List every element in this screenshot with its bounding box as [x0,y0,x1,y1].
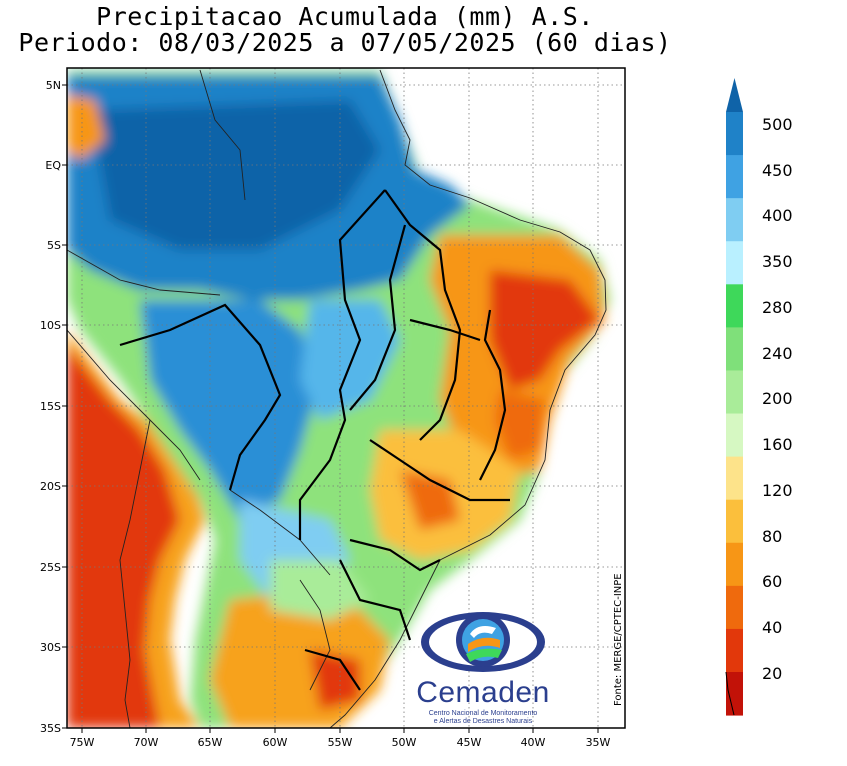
precipitation-field [67,68,625,728]
colorbar-swatch [726,585,743,630]
eye-icon [421,612,545,672]
colorbar-label: 350 [762,252,793,271]
colorbar-swatch [726,628,743,673]
lon-label: 70W [134,736,159,749]
lat-label: 25S [40,561,61,574]
colorbar-swatch [726,155,743,199]
colorbar-label: 240 [762,344,793,363]
lon-label: 60W [263,736,288,749]
colorbar-label: 80 [762,527,783,546]
logo-subtitle: Centro Nacional de Monitoramento e Alert… [428,710,538,725]
colorbar-label: 160 [762,435,793,454]
colorbar-label: 120 [762,481,793,500]
lon-label: 55W [328,736,353,749]
lat-label: 20S [40,480,61,493]
lon-label: 75W [70,736,95,749]
lat-label: 5S [47,239,61,252]
colorbar-label: 200 [762,389,793,408]
colorbar-label: 450 [762,161,793,180]
lon-label: 40W [521,736,546,749]
lat-label: 10S [40,319,61,332]
lat-label: 30S [40,641,61,654]
lon-label: 50W [392,736,417,749]
colorbar-label: 20 [762,664,783,683]
colorbar-swatch [726,327,743,371]
colorbar [726,78,743,716]
country-borders [67,69,607,728]
colorbar-swatch [726,456,743,501]
latitude-axis: 5N EQ 5S 10S 15S 20S 25S 30S 35S [40,79,61,735]
colorbar-swatch [726,241,743,285]
basin-borders [119,189,510,691]
colorbar-swatch [726,499,743,544]
lat-label: EQ [45,159,61,172]
longitude-axis: 75W 70W 65W 60W 55W 50W 45W 40W 35W [70,736,611,749]
lon-label: 65W [198,736,223,749]
colorbar-arrow [726,78,743,112]
colorbar-swatch [726,542,743,587]
colorbar-label: 60 [762,572,783,591]
map-title: Precipitacao Acumulada (mm) A.S. [96,2,594,31]
colorbar-swatch [726,198,743,242]
colorbar-label: 40 [762,618,783,637]
colorbar-label: 400 [762,206,793,225]
colorbar-label: 280 [762,298,793,317]
logo-name: Cemaden [416,676,550,709]
lon-label: 35W [586,736,611,749]
map-period: Periodo: 08/03/2025 a 07/05/2025 (60 dia… [18,28,672,57]
lat-label: 5N [46,79,61,92]
colorbar-swatch [726,672,743,716]
lon-label: 45W [457,736,482,749]
data-source-credit: Fonte: MERGE/CPTEC-INPE [613,573,624,706]
cemaden-logo: Cemaden Centro Nacional de Monitoramento… [408,604,568,725]
colorbar-swatch [726,413,743,458]
colorbar-swatch [726,112,743,156]
colorbar-swatch [726,284,743,328]
lat-label: 35S [40,722,61,735]
lat-label: 15S [40,400,61,413]
colorbar-label: 500 [762,115,793,134]
colorbar-swatch [726,370,743,415]
